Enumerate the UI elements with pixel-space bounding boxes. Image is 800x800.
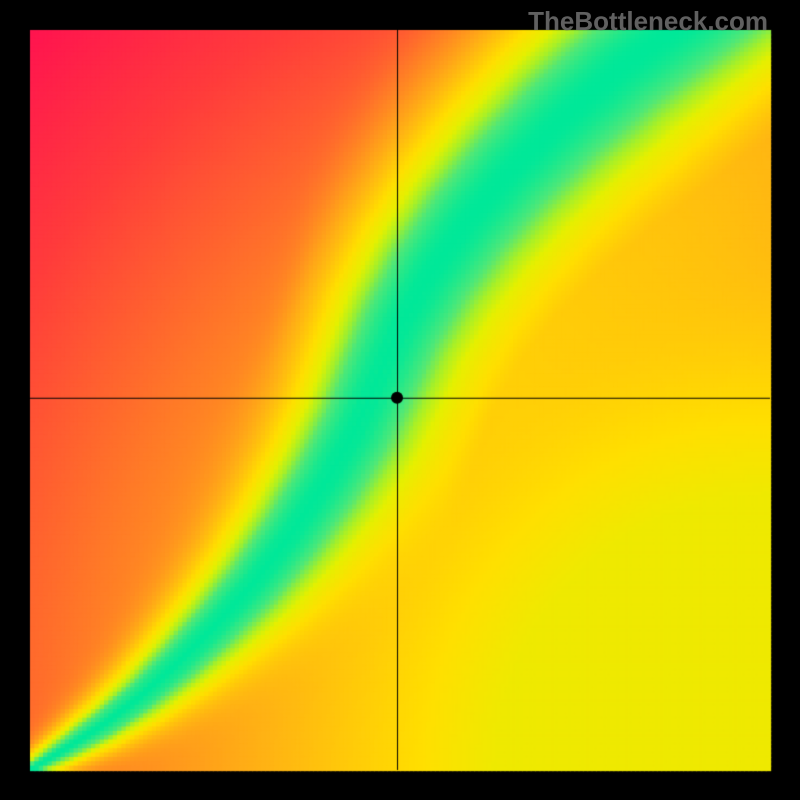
watermark-text: TheBottleneck.com <box>528 6 768 37</box>
bottleneck-heatmap <box>0 0 800 800</box>
chart-container: { "watermark": { "text": "TheBottleneck.… <box>0 0 800 800</box>
